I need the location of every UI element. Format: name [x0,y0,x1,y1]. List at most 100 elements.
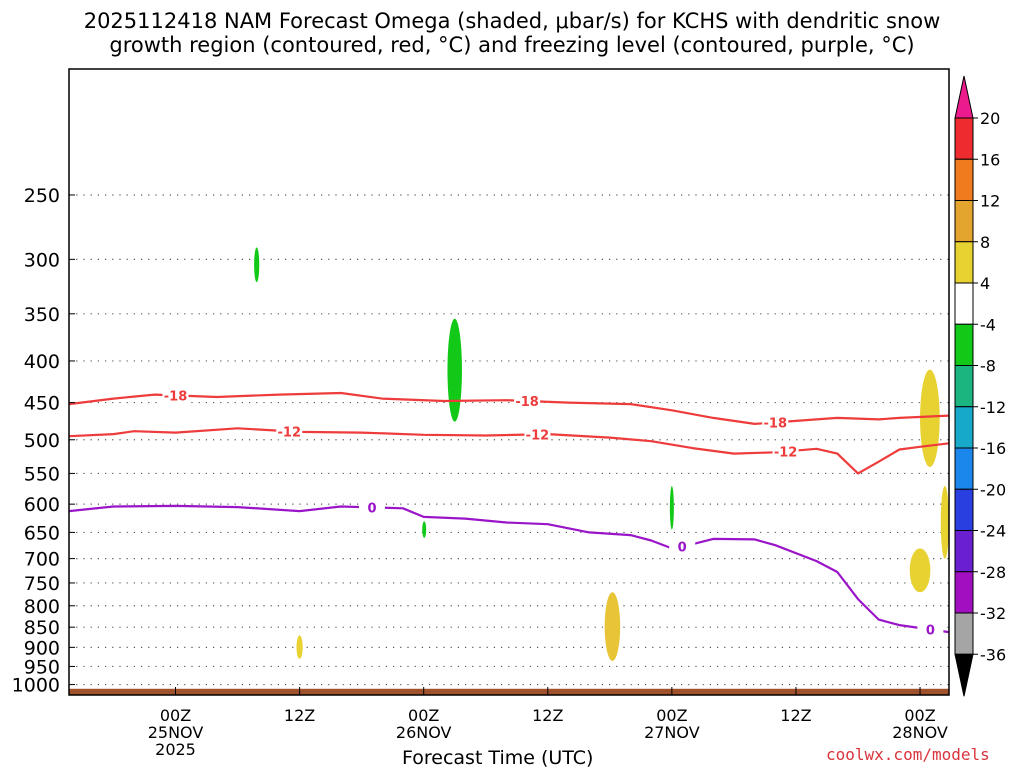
y-tick-label-800: 800 [24,596,60,618]
y-tick-label-1000: 1000 [12,675,60,697]
y-axis-ticks: 2503003504004505005506006507007508008509… [12,185,75,697]
surface-band [69,688,949,695]
x-tick-label-2: 00Z [408,706,439,725]
contour-label-2-2: 0 [926,623,935,638]
y-tick-label-250: 250 [24,185,60,207]
colorbar-label-3: 8 [980,233,990,252]
contour-label-bg-1-0 [276,423,303,440]
contour-label-bg-1-1 [524,426,551,443]
colorbar-segment-10 [954,488,974,531]
omega-feature-0 [254,247,260,283]
contour-label-1-1: -12 [526,428,550,443]
colorbar-segment-6 [954,323,974,366]
x-date-label-4: 27NOV [644,723,700,742]
grid-lines [69,194,949,686]
omega-feature-2 [669,486,674,530]
x-date-label-6: 28NOV [892,723,948,742]
contour-label-1-2: -12 [774,445,798,460]
colorbar-segment-4 [954,241,974,284]
colorbar-label-7: -12 [980,398,1006,417]
contour-line-0 [68,391,950,425]
y-tick-label-450: 450 [24,393,60,415]
colorbar-label-1: 16 [980,150,1000,169]
contour-label-bg-2-0 [358,499,385,516]
omega-feature-7 [296,635,303,659]
y-tick-label-750: 750 [24,573,60,595]
x-tick-label-4: 00Z [656,706,687,725]
y-tick-label-850: 850 [24,617,60,639]
y-tick-label-600: 600 [24,494,60,516]
colorbar-label-4: 4 [980,274,990,293]
colorbar-top-arrow [954,75,974,119]
colorbar-segment-1 [954,117,974,160]
chart-title-line-1: 2025112418 NAM Forecast Omega (shaded, μ… [83,9,941,33]
contour-label-0-2: -18 [764,416,788,431]
colorbar-label-9: -20 [980,480,1006,499]
colorbar-segment-8 [954,406,974,449]
colorbar-label-11: -28 [980,563,1006,582]
y-tick-label-700: 700 [24,549,60,571]
omega-feature-6 [909,548,931,593]
colorbar-segment-5 [954,282,974,325]
contour-label-0-1: -18 [515,395,539,410]
colorbar-segment-11 [954,530,974,573]
plot-frame [68,68,950,696]
colorbar-segment-7 [954,365,974,408]
colorbar-label-10: -24 [980,522,1006,541]
colorbar-label-5: -4 [980,315,996,334]
omega-feature-3 [422,521,427,538]
y-tick-label-500: 500 [24,430,60,452]
contour-label-bg-2-2 [917,621,944,638]
surface-terrain [69,688,949,695]
x-tick-label-1: 12Z [284,706,315,725]
contour-line-2 [68,504,950,634]
contour-label-bg-1-2 [772,443,799,460]
x-date-label-2: 26NOV [396,723,452,742]
colorbar-segment-12 [954,571,974,614]
y-tick-label-550: 550 [24,463,60,485]
chart-title-line-2: growth region (contoured, red, °C) and f… [109,33,915,57]
contour-label-2-0: 0 [367,501,376,516]
contour-label-bg-0-0 [162,387,189,404]
y-tick-label-300: 300 [24,249,60,271]
y-tick-label-950: 950 [24,656,60,678]
y-tick-label-400: 400 [24,351,60,373]
contour-label-1-0: -12 [278,425,302,440]
colorbar-bottom-arrow [954,653,974,697]
x-tick-label-0: 00Z [160,706,191,725]
omega-shading [254,247,950,661]
x-tick-label-5: 12Z [780,706,811,725]
credit-text: coolwx.com/models [826,745,990,764]
colorbar-segment-3 [954,200,974,243]
colorbar-label-8: -16 [980,439,1006,458]
contour-label-bg-0-2 [762,414,789,431]
colorbar: 20 16 12 8 4 -4 -8 -12 -16 -20 -24 -28 -32 -36 [954,75,1006,697]
x-tick-label-3: 12Z [532,706,563,725]
colorbar-label-0: 20 [980,109,1000,128]
colorbar-label-12: -32 [980,604,1006,623]
y-tick-label-900: 900 [24,637,60,659]
contour-line-1 [68,427,950,475]
colorbar-segment-9 [954,447,974,490]
colorbar-label-13: -36 [980,645,1006,664]
omega-feature-4 [920,369,940,467]
x-year-label-0: 2025 [155,740,196,759]
omega-feature-5 [940,486,950,559]
omega-feature-1 [447,318,462,422]
contour-label-0-0: -18 [164,389,188,404]
colorbar-label-6: -8 [980,357,996,376]
contours: -18 -18 -18 -12 -12 -12 0 0 0 [68,387,950,638]
x-date-label-0: 25NOV [148,723,204,742]
y-tick-label-650: 650 [24,522,60,544]
colorbar-label-2: 12 [980,192,1000,211]
y-tick-label-350: 350 [24,304,60,326]
x-tick-label-6: 00Z [904,706,935,725]
contour-label-bg-2-1 [669,538,696,555]
x-axis-title: Forecast Time (UTC) [402,747,594,769]
contour-label-2-1: 0 [678,540,687,555]
colorbar-segment-13 [954,612,974,655]
colorbar-segment-2 [954,158,974,201]
contour-label-bg-0-1 [514,392,541,409]
